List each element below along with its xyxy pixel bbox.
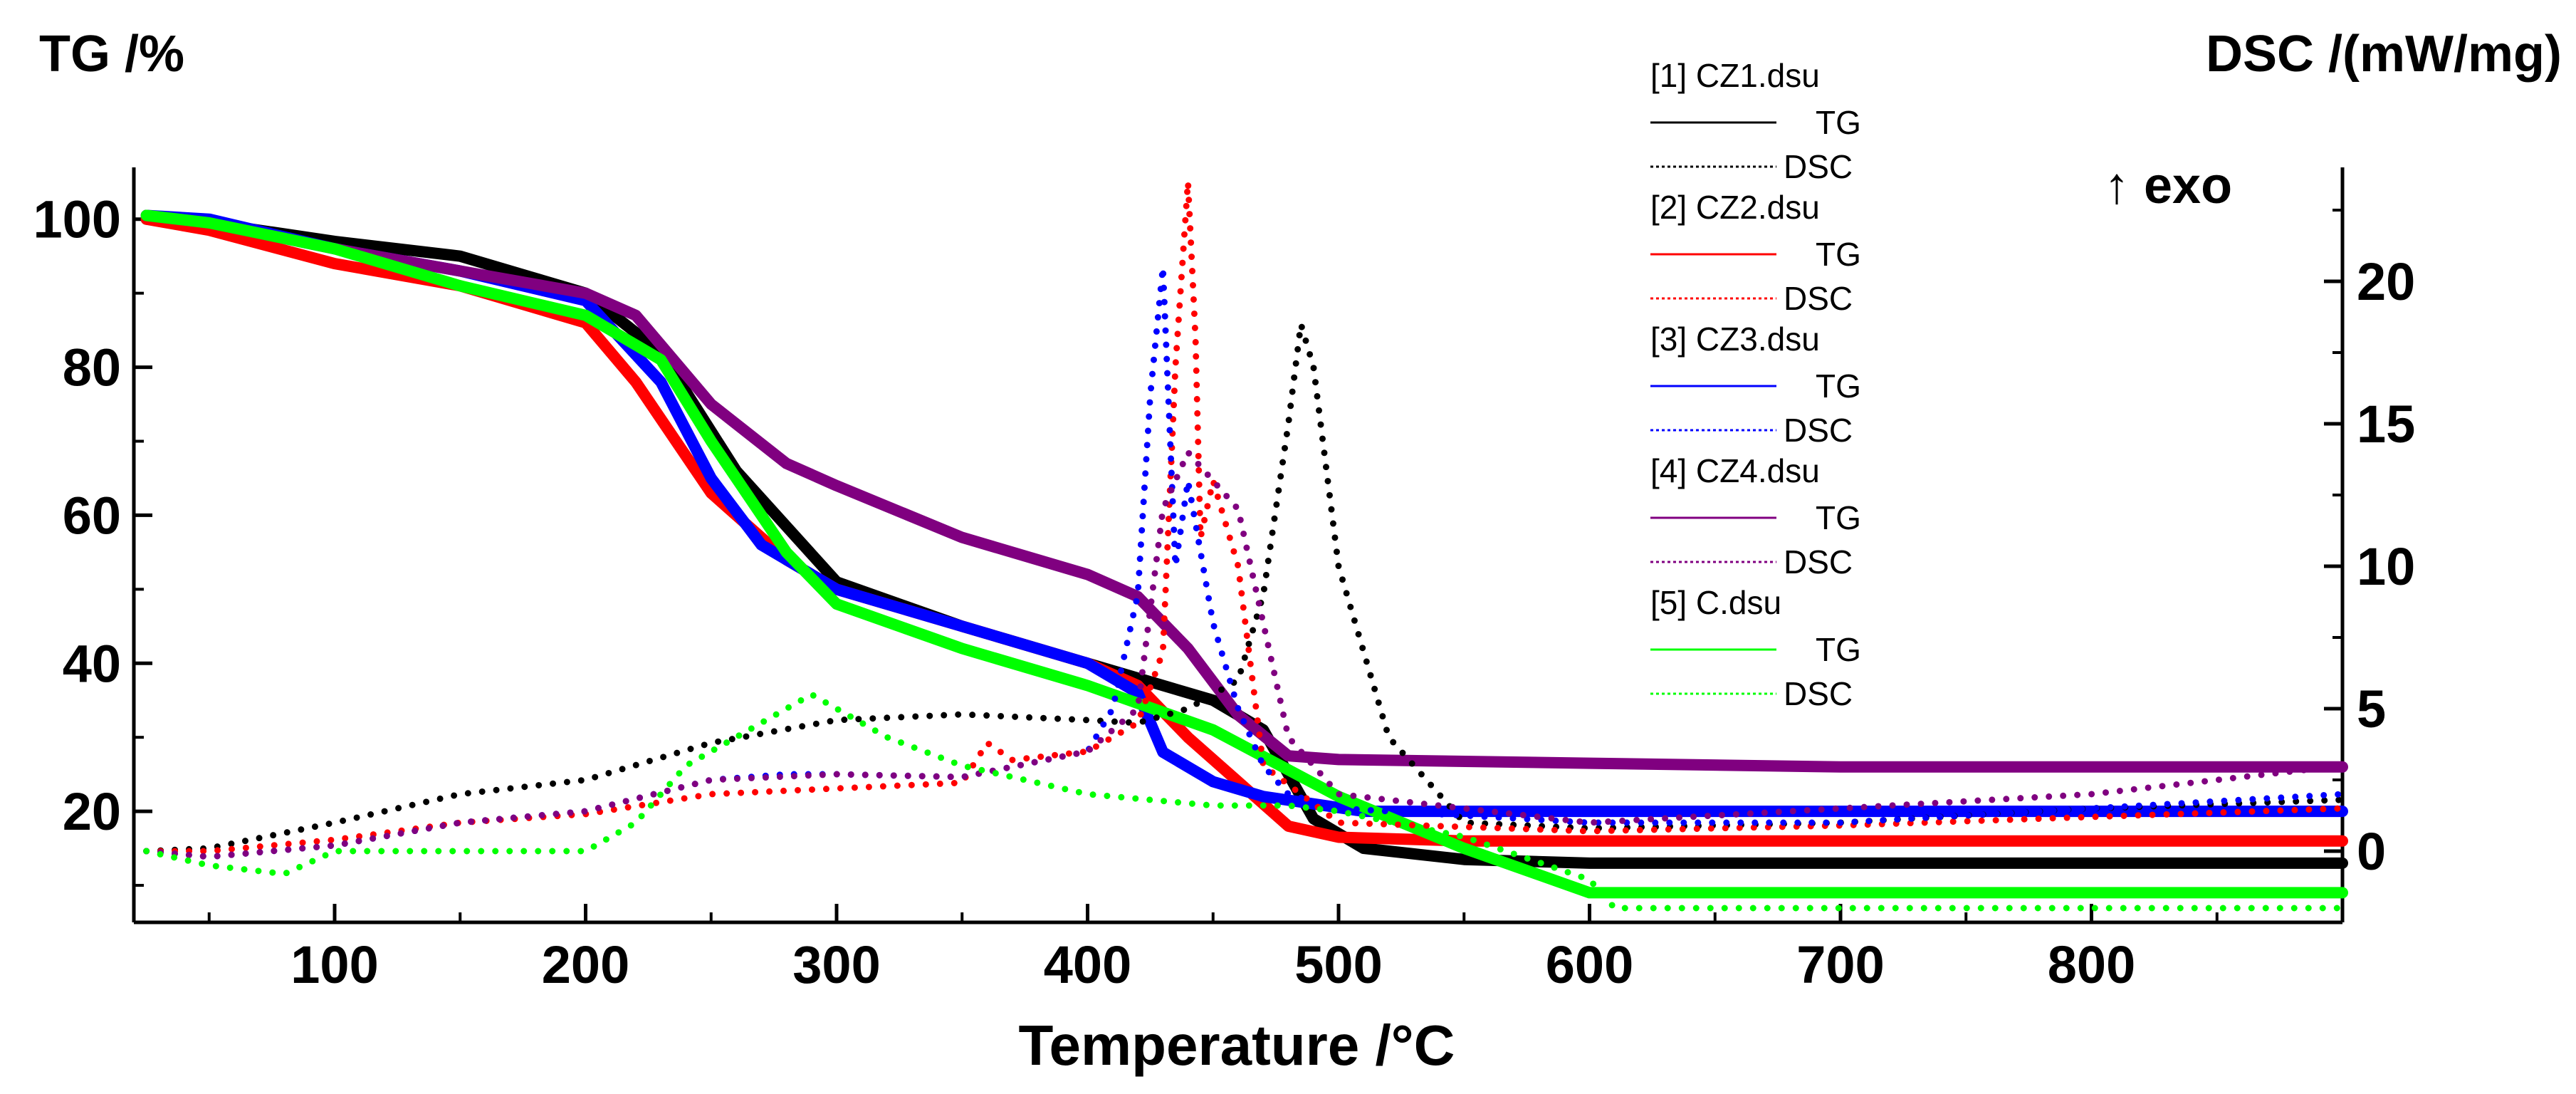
- y-left-tick-label: 20: [63, 782, 121, 841]
- legend-file-label: [4] CZ4.dsu: [1650, 452, 1820, 489]
- exo-label: ↑ exo: [2104, 157, 2232, 214]
- y-right-tick-label: 0: [2357, 822, 2386, 881]
- y-right-tick-label: 5: [2357, 679, 2386, 739]
- legend: [1] CZ1.dsu TG DSC [2] CZ2.dsu TG DSC [3] CZ3.…: [1650, 57, 1861, 712]
- legend-tg-label: TG: [1816, 236, 1861, 273]
- y-right-axis-title: DSC /(mW/mg): [2206, 26, 2562, 83]
- legend-tg-label: TG: [1816, 631, 1861, 668]
- x-tick-label: 200: [542, 935, 629, 994]
- legend-dsc-label: DSC: [1784, 148, 1853, 185]
- legend-tg-label: TG: [1816, 368, 1861, 405]
- x-tick-label: 500: [1294, 935, 1382, 994]
- series-c-tg: [140, 209, 2348, 899]
- ticks-layer: 100 200 300 400 500 600 700 800 20 40 60 80 100 0 5 10 1…: [33, 190, 2416, 994]
- legend-dsc-label: DSC: [1784, 280, 1853, 317]
- legend-dsc-label: DSC: [1784, 543, 1853, 580]
- x-tick-label: 100: [290, 935, 378, 994]
- legend-dsc-label: DSC: [1784, 412, 1853, 449]
- x-tick-label: 700: [1796, 935, 1884, 994]
- x-tick-label: 600: [1546, 935, 1633, 994]
- legend-tg-label: TG: [1816, 499, 1861, 536]
- legend-file-label: [5] C.dsu: [1650, 584, 1781, 621]
- x-tick-label: 400: [1044, 935, 1131, 994]
- series-c-dsc: [143, 691, 2346, 912]
- y-left-axis-title: TG /%: [39, 26, 184, 83]
- y-right-tick-label: 15: [2357, 395, 2415, 454]
- x-tick-label: 800: [2048, 935, 2135, 994]
- y-right-tick-label: 10: [2357, 537, 2415, 596]
- y-left-tick-label: 60: [63, 486, 121, 545]
- y-left-tick-label: 40: [63, 634, 121, 693]
- y-left-tick-label: 100: [33, 190, 121, 249]
- x-tick-label: 300: [792, 935, 880, 994]
- series-cz4-dsc: [143, 449, 2346, 860]
- x-axis-title: Temperature /°C: [1019, 1014, 1455, 1077]
- legend-file-label: [2] CZ2.dsu: [1650, 189, 1820, 226]
- legend-tg-label: TG: [1816, 104, 1861, 141]
- series-layer: [140, 178, 2348, 912]
- y-left-tick-label: 80: [63, 338, 121, 397]
- series-cz4-tg: [140, 209, 2348, 773]
- y-right-tick-label: 20: [2357, 252, 2415, 311]
- legend-file-label: [1] CZ1.dsu: [1650, 57, 1820, 94]
- legend-dsc-label: DSC: [1784, 675, 1853, 712]
- legend-file-label: [3] CZ3.dsu: [1650, 321, 1820, 358]
